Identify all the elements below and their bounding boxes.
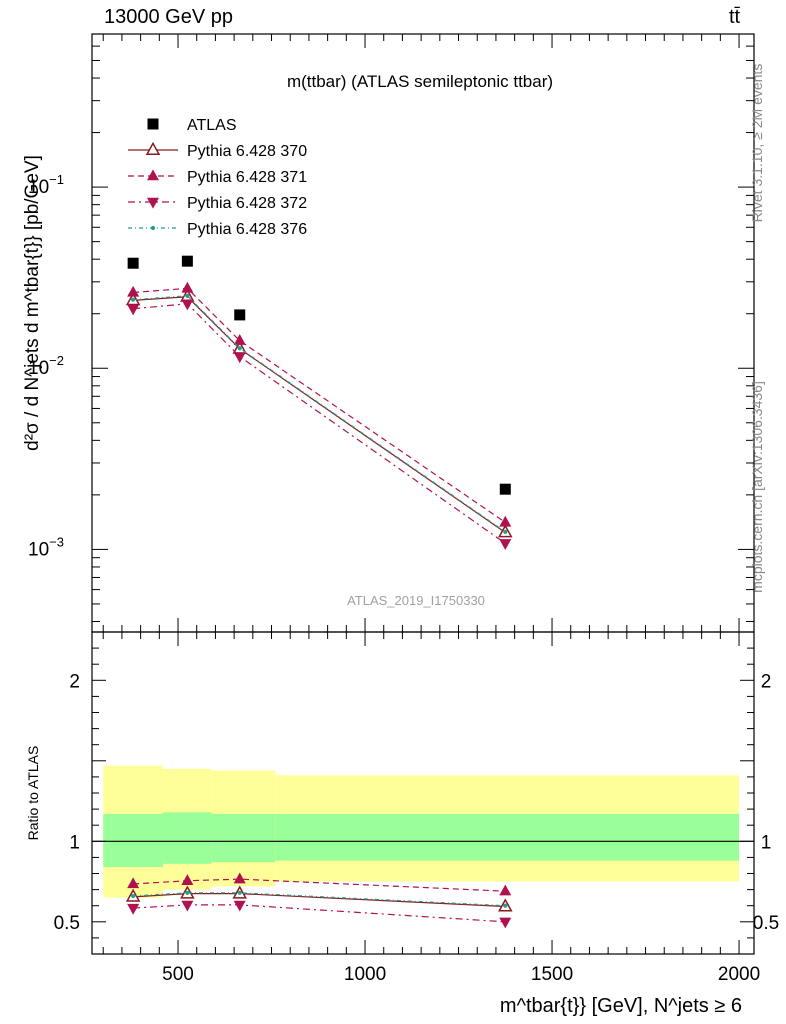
x-axis-label: m^tbar{t}} [GeV], N^jets ≥ 6	[500, 995, 742, 1017]
marker-p372	[499, 539, 512, 550]
ratio-line-p376	[133, 892, 506, 907]
ratio-x-tick-label: 1000	[344, 964, 386, 985]
ratio-marker-p372	[233, 900, 246, 912]
main-y-tick-exponent: −3	[49, 534, 64, 549]
ratio-x-tick-label: 500	[162, 964, 194, 985]
series-line-p376	[133, 295, 506, 533]
ratio-inner-band-bin	[163, 812, 212, 864]
ratio-marker-p372	[499, 917, 512, 929]
ratio-y-tick-label-right: 0.5	[753, 913, 779, 934]
marker-p372	[127, 304, 140, 316]
ratio-marker-p371	[181, 874, 194, 885]
legend-marker-p376	[150, 225, 156, 231]
marker-p376	[131, 297, 136, 302]
analysis-label: ATLAS_2019_I1750330	[347, 593, 485, 608]
main-y-axis-label: d²σ / d N^jets d m^tbar{t}} [pb/GeV]	[22, 155, 43, 451]
ratio-uncertainty-bands	[103, 765, 740, 898]
ratio-y-tick-label-right: 2	[761, 671, 772, 692]
legend: ATLAS Pythia 6.428 370 Pythia 6.428 371 Pyt…	[128, 117, 307, 238]
main-y-tick-exponent: −1	[49, 172, 64, 187]
marker-p372	[181, 299, 194, 311]
marker-data	[499, 483, 511, 495]
ratio-line-p372	[133, 904, 506, 923]
ratio-marker-p371	[127, 877, 140, 889]
ratio-inner-band-bin	[275, 813, 740, 861]
ratio-line-p371	[133, 878, 506, 892]
ratio-inner-band-bin	[103, 813, 164, 868]
plot-title: m(ttbar) (ATLAS semileptonic ttbar)	[287, 72, 553, 91]
legend-label-data: ATLAS	[187, 117, 237, 134]
ratio-marker-p376	[131, 893, 136, 899]
ratio-y-tick-label: 1	[69, 832, 80, 853]
marker-data	[234, 309, 246, 321]
mcplots-label: mcplots.cern.ch [arXiv:1306.3436]	[749, 381, 765, 593]
main-y-tick-label: 10−3	[28, 534, 64, 560]
legend-label-p376: Pythia 6.428 376	[187, 221, 307, 238]
ratio-y-tick-label: 2	[69, 671, 80, 692]
ratio-y-axis-label: Ratio to ATLAS	[25, 746, 41, 841]
ratio-x-tick-label: 2000	[718, 964, 760, 985]
marker-p376	[237, 346, 242, 351]
series-line-p371	[133, 287, 506, 523]
legend-marker-p371	[147, 169, 159, 181]
legend-marker-p372	[147, 197, 159, 209]
ratio-y-tick-label-right: 1	[761, 832, 772, 853]
marker-p376	[503, 529, 508, 534]
ratio-marker-p372	[127, 903, 140, 915]
marker-p371	[181, 281, 194, 293]
legend-marker-data	[147, 118, 159, 130]
marker-p376	[185, 293, 190, 298]
marker-p371	[127, 285, 140, 297]
marker-p371	[499, 515, 512, 527]
ratio-plot-series	[125, 872, 513, 929]
series-line-p372	[133, 303, 506, 544]
process-title: tt̄	[729, 6, 741, 28]
ratio-plot-frame	[91, 631, 755, 955]
main-y-tick-exponent: −2	[49, 353, 64, 368]
ratio-marker-p371	[233, 872, 246, 884]
ratio-marker-p376	[185, 890, 190, 895]
ratio-x-tick-label: 1500	[531, 964, 573, 985]
marker-p371	[233, 334, 246, 345]
axis-labels: m(ttbar) (ATLAS semileptonic ttbar) ATLAS…	[22, 64, 779, 1017]
ratio-marker-p372	[181, 900, 194, 912]
ratio-inner-band-bin	[211, 813, 276, 863]
ratio-line-p370	[133, 893, 506, 908]
energy-title: 13000 GeV pp	[104, 6, 233, 28]
series-line-p370	[133, 296, 506, 533]
rivet-version-label: Rivet 3.1.10, ≥ 2M events	[749, 64, 765, 223]
marker-p372	[233, 352, 246, 364]
legend-label-p371: Pythia 6.428 371	[187, 169, 307, 186]
main-plot-frame	[91, 33, 755, 633]
legend-label-p372: Pythia 6.428 372	[187, 195, 307, 212]
ratio-marker-p376	[237, 890, 242, 895]
legend-marker-p370	[145, 141, 161, 155]
ratio-y-tick-label: 0.5	[54, 913, 80, 934]
legend-label-p370: Pythia 6.428 370	[187, 143, 307, 160]
ratio-marker-p376	[503, 903, 508, 908]
main-plot-series	[125, 255, 513, 550]
ratio-marker-p371	[499, 884, 512, 896]
marker-data	[181, 255, 193, 267]
main-y-tick-label: 10−2	[28, 353, 64, 379]
marker-data	[127, 257, 139, 269]
